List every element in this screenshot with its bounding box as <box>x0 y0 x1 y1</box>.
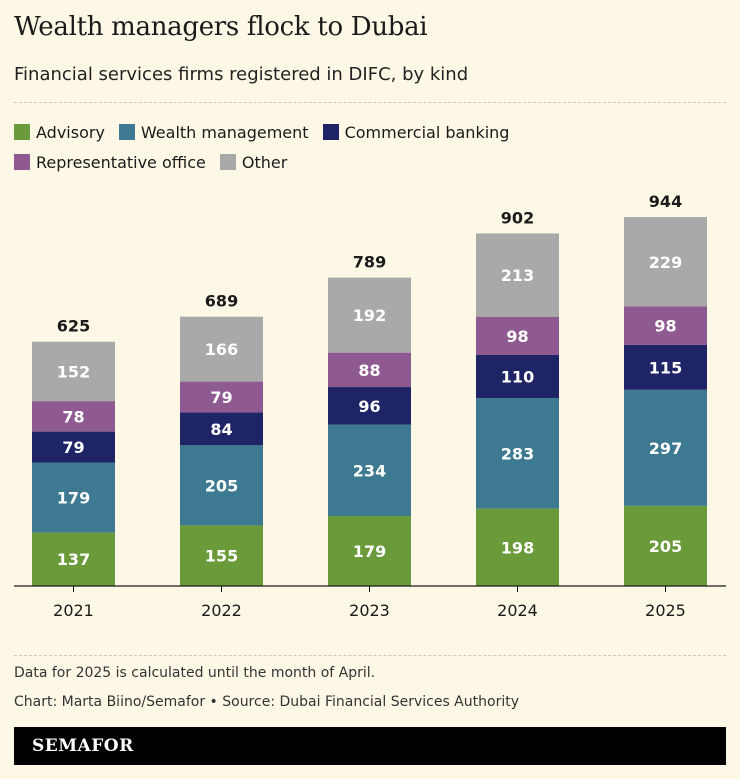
legend-label: Advisory <box>36 122 105 142</box>
segment-value-label: 84 <box>210 420 232 439</box>
segment-value-label: 88 <box>358 361 380 380</box>
legend-swatch <box>219 154 236 170</box>
legend-item-wealth-management: Wealth management <box>118 122 309 142</box>
segment-value-label: 96 <box>358 397 380 416</box>
bar-segment <box>328 424 411 517</box>
segment-value-label: 137 <box>57 550 90 569</box>
x-tick-label: 2022 <box>201 601 242 620</box>
segment-value-label: 229 <box>649 253 682 272</box>
segment-value-label: 98 <box>506 327 528 346</box>
bar-segment <box>328 516 411 586</box>
legend-label: Other <box>241 152 288 172</box>
bar-segment <box>476 354 559 398</box>
segment-value-label: 79 <box>210 388 232 407</box>
legend-swatch <box>14 154 30 170</box>
bar-segment <box>180 412 263 446</box>
total-label: 625 <box>57 317 90 336</box>
bar-segment <box>328 352 411 388</box>
segment-value-label: 98 <box>654 317 676 336</box>
legend-item-other: Other <box>219 152 288 172</box>
bar-segment <box>624 505 707 586</box>
bar-segment <box>32 462 115 533</box>
bar-segment <box>180 525 263 586</box>
bar-segment <box>476 397 559 509</box>
bar-segment <box>180 316 263 382</box>
legend-item-commercial-banking: Commercial banking <box>322 122 510 142</box>
bar-segment <box>180 445 263 526</box>
bar-segment <box>624 217 707 307</box>
bar-segment <box>32 532 115 586</box>
bar-segment <box>328 277 411 353</box>
chart-source: Chart: Marta Biino/Semafor • Source: Dub… <box>14 694 519 710</box>
x-tick-label: 2024 <box>497 601 538 620</box>
x-tick-label: 2023 <box>349 601 390 620</box>
segment-value-label: 283 <box>501 444 534 463</box>
segment-value-label: 179 <box>57 488 90 507</box>
segment-value-label: 152 <box>57 362 90 381</box>
bar-segment <box>32 431 115 463</box>
bar-segment <box>476 233 559 317</box>
legend-label: Commercial banking <box>344 122 510 142</box>
legend-swatch <box>322 124 339 140</box>
segment-value-label: 213 <box>501 266 534 285</box>
segment-value-label: 198 <box>501 538 534 557</box>
bar-segment <box>624 306 707 345</box>
bar-segment <box>624 344 707 390</box>
bar-segment <box>624 389 707 506</box>
stacked-bar-chart: 137 179 79 78 152 625 2021 155 205 84 79 166 689 2022… <box>14 192 726 620</box>
legend-swatch <box>118 124 135 140</box>
total-label: 689 <box>205 292 238 311</box>
legend-label: Representative office <box>36 152 206 172</box>
x-tick-label: 2021 <box>53 601 94 620</box>
chart-note: Data for 2025 is calculated until the mo… <box>14 665 376 681</box>
chart-title: Wealth managers flock to Dubai <box>14 12 428 42</box>
total-label: 902 <box>501 208 534 227</box>
total-label: 944 <box>649 192 682 211</box>
bar-segment <box>180 381 263 413</box>
total-label: 789 <box>353 253 386 272</box>
segment-value-label: 205 <box>205 476 238 495</box>
segment-value-label: 192 <box>353 306 386 325</box>
legend-item-advisory: Advisory <box>14 122 105 142</box>
legend-label: Wealth management <box>140 122 309 142</box>
bar-segment <box>476 508 559 586</box>
segment-value-label: 166 <box>205 340 238 359</box>
chart-subtitle: Financial services firms registered in D… <box>14 64 469 85</box>
bar-segment <box>32 401 115 432</box>
chart-legend: Advisory Wealth management Commercial ba… <box>14 122 726 172</box>
legend-item-representative-office: Representative office <box>14 152 206 172</box>
segment-value-label: 155 <box>205 547 238 566</box>
segment-value-label: 205 <box>649 537 682 556</box>
bar-segment <box>476 316 559 355</box>
brand-bar: SEMAFOR <box>14 727 726 765</box>
x-tick-label: 2025 <box>645 601 686 620</box>
segment-value-label: 234 <box>353 461 386 480</box>
segment-value-label: 78 <box>62 407 84 426</box>
segment-value-label: 297 <box>649 439 682 458</box>
legend-swatch <box>14 124 30 140</box>
bottom-divider <box>14 655 726 656</box>
semafor-logo: SEMAFOR <box>32 736 134 756</box>
bar-segment <box>328 387 411 425</box>
bar-segment <box>32 341 115 402</box>
top-divider <box>14 102 726 103</box>
segment-value-label: 179 <box>353 542 386 561</box>
segment-value-label: 110 <box>501 367 534 386</box>
segment-value-label: 115 <box>649 358 682 377</box>
segment-value-label: 79 <box>62 438 84 457</box>
